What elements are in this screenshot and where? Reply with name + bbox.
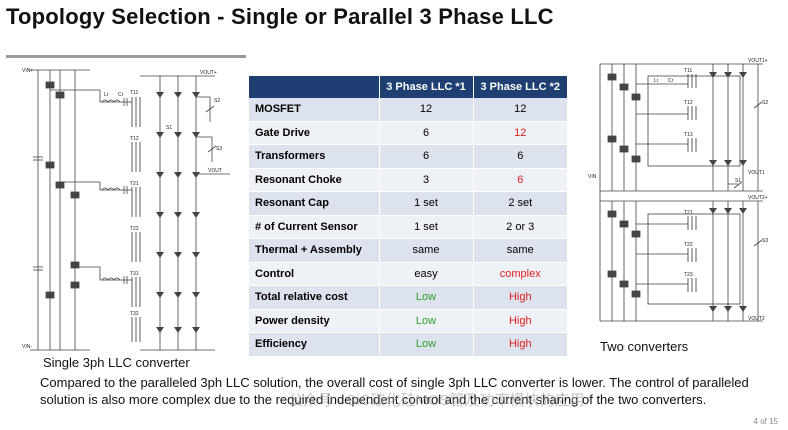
row-label: Power density bbox=[249, 309, 379, 333]
label-s1: S1 bbox=[166, 125, 172, 131]
table-row: # of Current Sensor 1 set 2 or 3 bbox=[249, 215, 567, 239]
label-t31: T31 bbox=[130, 271, 139, 277]
table-row: Efficiency Low High bbox=[249, 332, 567, 357]
label-t12-right: T12 bbox=[684, 100, 693, 106]
label-s1-right: S1 bbox=[735, 178, 741, 184]
single-llc-value: same bbox=[378, 238, 473, 263]
single-llc-value: easy bbox=[378, 262, 473, 286]
label-lr-right: Lr bbox=[654, 78, 659, 84]
label-vin-pos: VIN+ bbox=[22, 68, 33, 74]
table-header-row: 3 Phase LLC *1 3 Phase LLC *2 bbox=[249, 76, 567, 98]
label-t21: T21 bbox=[130, 181, 139, 187]
single-llc-value: Low bbox=[378, 332, 473, 357]
parallel-llc-value: High bbox=[472, 285, 567, 310]
table-header-single: 3 Phase LLC *1 bbox=[378, 76, 473, 98]
title-underline bbox=[6, 55, 246, 58]
label-vout2: VOUT2 bbox=[748, 316, 765, 322]
parallel-llc-value: High bbox=[472, 309, 567, 333]
label-lr-1: Lr bbox=[104, 92, 109, 98]
label-t21-right: T21 bbox=[684, 210, 693, 216]
label-t13-right: T13 bbox=[684, 132, 693, 138]
single-llc-value: Low bbox=[378, 309, 473, 333]
parallel-llc-value: 2 or 3 bbox=[472, 215, 567, 239]
label-t32: T32 bbox=[130, 311, 139, 317]
label-t22: T22 bbox=[130, 226, 139, 232]
page-number: 4 of 15 bbox=[753, 417, 778, 426]
row-label: Control bbox=[249, 262, 379, 286]
parallel-llc-value: same bbox=[472, 238, 567, 263]
label-t11-right: T11 bbox=[684, 68, 692, 74]
single-llc-value: 1 set bbox=[378, 191, 473, 216]
label-t11: T11 bbox=[130, 90, 138, 96]
right-schematic-caption: Two converters bbox=[600, 339, 689, 354]
row-label: Resonant Choke bbox=[249, 168, 379, 192]
parallel-llc-value: High bbox=[472, 332, 567, 357]
table-body: MOSFET 12 12 Gate Drive 6 12 Transformers 6 6 Res… bbox=[249, 98, 567, 357]
table-row: Gate Drive 6 12 bbox=[249, 121, 567, 145]
single-llc-value: 3 bbox=[378, 168, 473, 192]
parallel-llc-value: complex bbox=[472, 262, 567, 286]
table-row: Total relative cost Low High bbox=[249, 285, 567, 310]
label-s3-right: S3 bbox=[762, 238, 768, 244]
row-label: Transformers bbox=[249, 144, 379, 169]
parallel-llc-value: 12 bbox=[472, 121, 567, 145]
label-cr-1: Cr bbox=[118, 92, 124, 98]
table-header-blank bbox=[249, 76, 379, 98]
parallel-llc-value: 6 bbox=[472, 168, 567, 192]
label-vin-neg: VIN- bbox=[22, 344, 32, 350]
table-row: MOSFET 12 12 bbox=[249, 98, 567, 122]
row-label: MOSFET bbox=[249, 98, 379, 122]
single-3ph-llc-schematic: VIN+ VIN- VOUT+ VOUT S1 S2 S3 T11 T12 T2… bbox=[20, 62, 235, 357]
row-label: # of Current Sensor bbox=[249, 215, 379, 239]
single-llc-value: 12 bbox=[378, 98, 473, 122]
row-label: Total relative cost bbox=[249, 285, 379, 310]
table-row: Resonant Cap 1 set 2 set bbox=[249, 191, 567, 216]
row-label: Resonant Cap bbox=[249, 191, 379, 216]
label-s2-right: S2 bbox=[762, 100, 768, 106]
single-llc-value: 6 bbox=[378, 121, 473, 145]
page-title: Topology Selection - Single or Parallel … bbox=[6, 4, 554, 29]
table-header-parallel: 3 Phase LLC *2 bbox=[472, 76, 567, 98]
label-s3: S3 bbox=[216, 146, 222, 152]
label-vout2-pos: VOUT2+ bbox=[748, 195, 768, 201]
row-label: Gate Drive bbox=[249, 121, 379, 145]
single-llc-value: 1 set bbox=[378, 215, 473, 239]
parallel-llc-value: 12 bbox=[472, 98, 567, 122]
parallel-llc-value: 6 bbox=[472, 144, 567, 169]
label-vout-pos: VOUT+ bbox=[200, 70, 217, 76]
label-t23-right: T23 bbox=[684, 272, 693, 278]
table-row: Control easy complex bbox=[249, 262, 567, 286]
table-row: Transformers 6 6 bbox=[249, 144, 567, 169]
single-llc-value: Low bbox=[378, 285, 473, 310]
footer-paragraph: Compared to the paralleled 3ph LLC solut… bbox=[40, 375, 749, 407]
comparison-table: 3 Phase LLC *1 3 Phase LLC *2 MOSFET 12 12… bbox=[249, 76, 567, 357]
left-schematic-caption: Single 3ph LLC converter bbox=[43, 355, 190, 370]
label-t12: T12 bbox=[130, 136, 139, 142]
parallel-llc-value: 2 set bbox=[472, 191, 567, 216]
single-llc-value: 6 bbox=[378, 144, 473, 169]
row-label: Thermal + Assembly bbox=[249, 238, 379, 263]
table-row: Power density Low High bbox=[249, 309, 567, 333]
label-vin: VIN bbox=[588, 174, 597, 180]
label-vout: VOUT bbox=[208, 168, 222, 174]
label-s2: S2 bbox=[214, 98, 220, 104]
label-vout1: VOUT1 bbox=[748, 170, 765, 176]
label-t22-right: T22 bbox=[684, 242, 693, 248]
row-label: Efficiency bbox=[249, 332, 379, 357]
table-row: Resonant Choke 3 6 bbox=[249, 168, 567, 192]
label-vout1-pos: VOUT1+ bbox=[748, 58, 768, 64]
table-row: Thermal + Assembly same same bbox=[249, 238, 567, 263]
two-converters-schematic: VIN VOUT1+ VOUT1 VOUT2+ VOUT2 S1 S2 S3 T… bbox=[588, 56, 783, 331]
label-cr-right: Cr bbox=[668, 78, 674, 84]
